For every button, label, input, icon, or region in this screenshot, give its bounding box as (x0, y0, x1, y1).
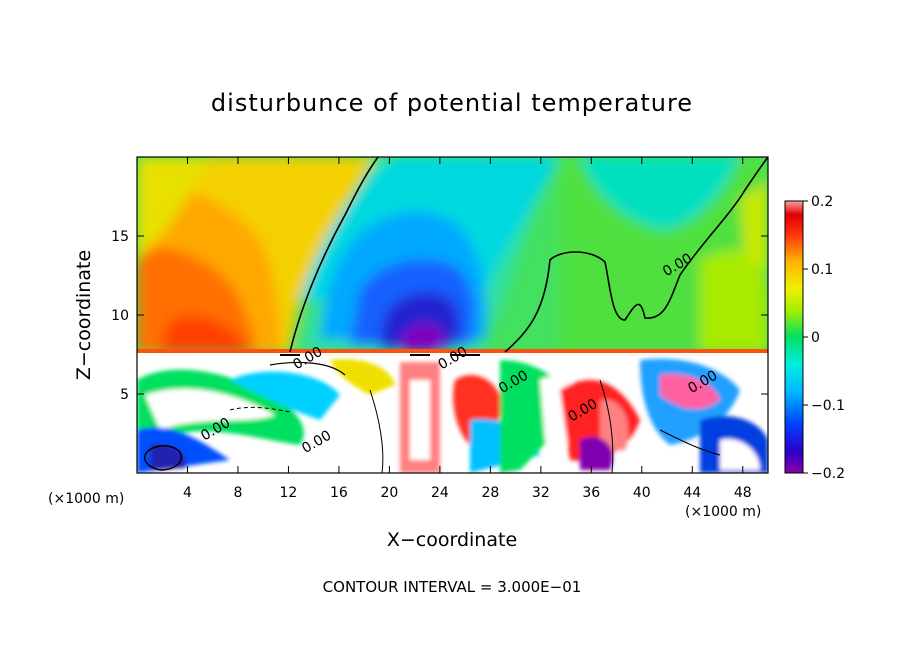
x-tick-label: 24 (431, 485, 449, 501)
x-tick-label: 44 (683, 485, 701, 501)
colorbar-tick-label: −0.2 (811, 466, 845, 482)
x-tick-label: 32 (532, 485, 550, 501)
colorbar-tick-label: 0 (811, 330, 820, 346)
colorbar (785, 201, 803, 473)
y-axis-label: Z−coordinate (73, 250, 95, 380)
x-tick-label: 28 (481, 485, 499, 501)
x-tick-label: 8 (233, 485, 242, 501)
y-tick-label: 15 (111, 229, 129, 245)
x-tick-label: 48 (734, 485, 752, 501)
colorbar-tick-label: 0.1 (811, 262, 833, 278)
x-tick-label: 36 (582, 485, 600, 501)
x-tick-label: 40 (633, 485, 651, 501)
x-tick-label: 16 (330, 485, 348, 501)
x-unit-right: (×1000 m) (685, 504, 761, 520)
x-unit-left: (×1000 m) (48, 491, 124, 507)
x-tick-label: 12 (280, 485, 298, 501)
colorbar-tick-label: 0.2 (811, 194, 833, 210)
x-axis-label: X−coordinate (387, 529, 517, 551)
x-tick-label: 4 (183, 485, 192, 501)
heatmap-field (137, 157, 768, 473)
y-axis: 5 10 15 (111, 229, 768, 403)
colorbar-tick-label: −0.1 (811, 398, 845, 414)
y-tick-label: 10 (111, 308, 129, 324)
contour-interval-note: CONTOUR INTERVAL = 3.000E−01 (323, 578, 582, 596)
x-tick-label: 20 (380, 485, 398, 501)
colorbar-ticks: 0.2 0.1 0 −0.1 −0.2 (803, 194, 845, 482)
x-axis: 4 8 12 16 20 24 28 32 36 40 44 48 (183, 157, 752, 501)
y-tick-label: 5 (120, 387, 129, 403)
chart-title: disturbunce of potential temperature (211, 89, 693, 117)
